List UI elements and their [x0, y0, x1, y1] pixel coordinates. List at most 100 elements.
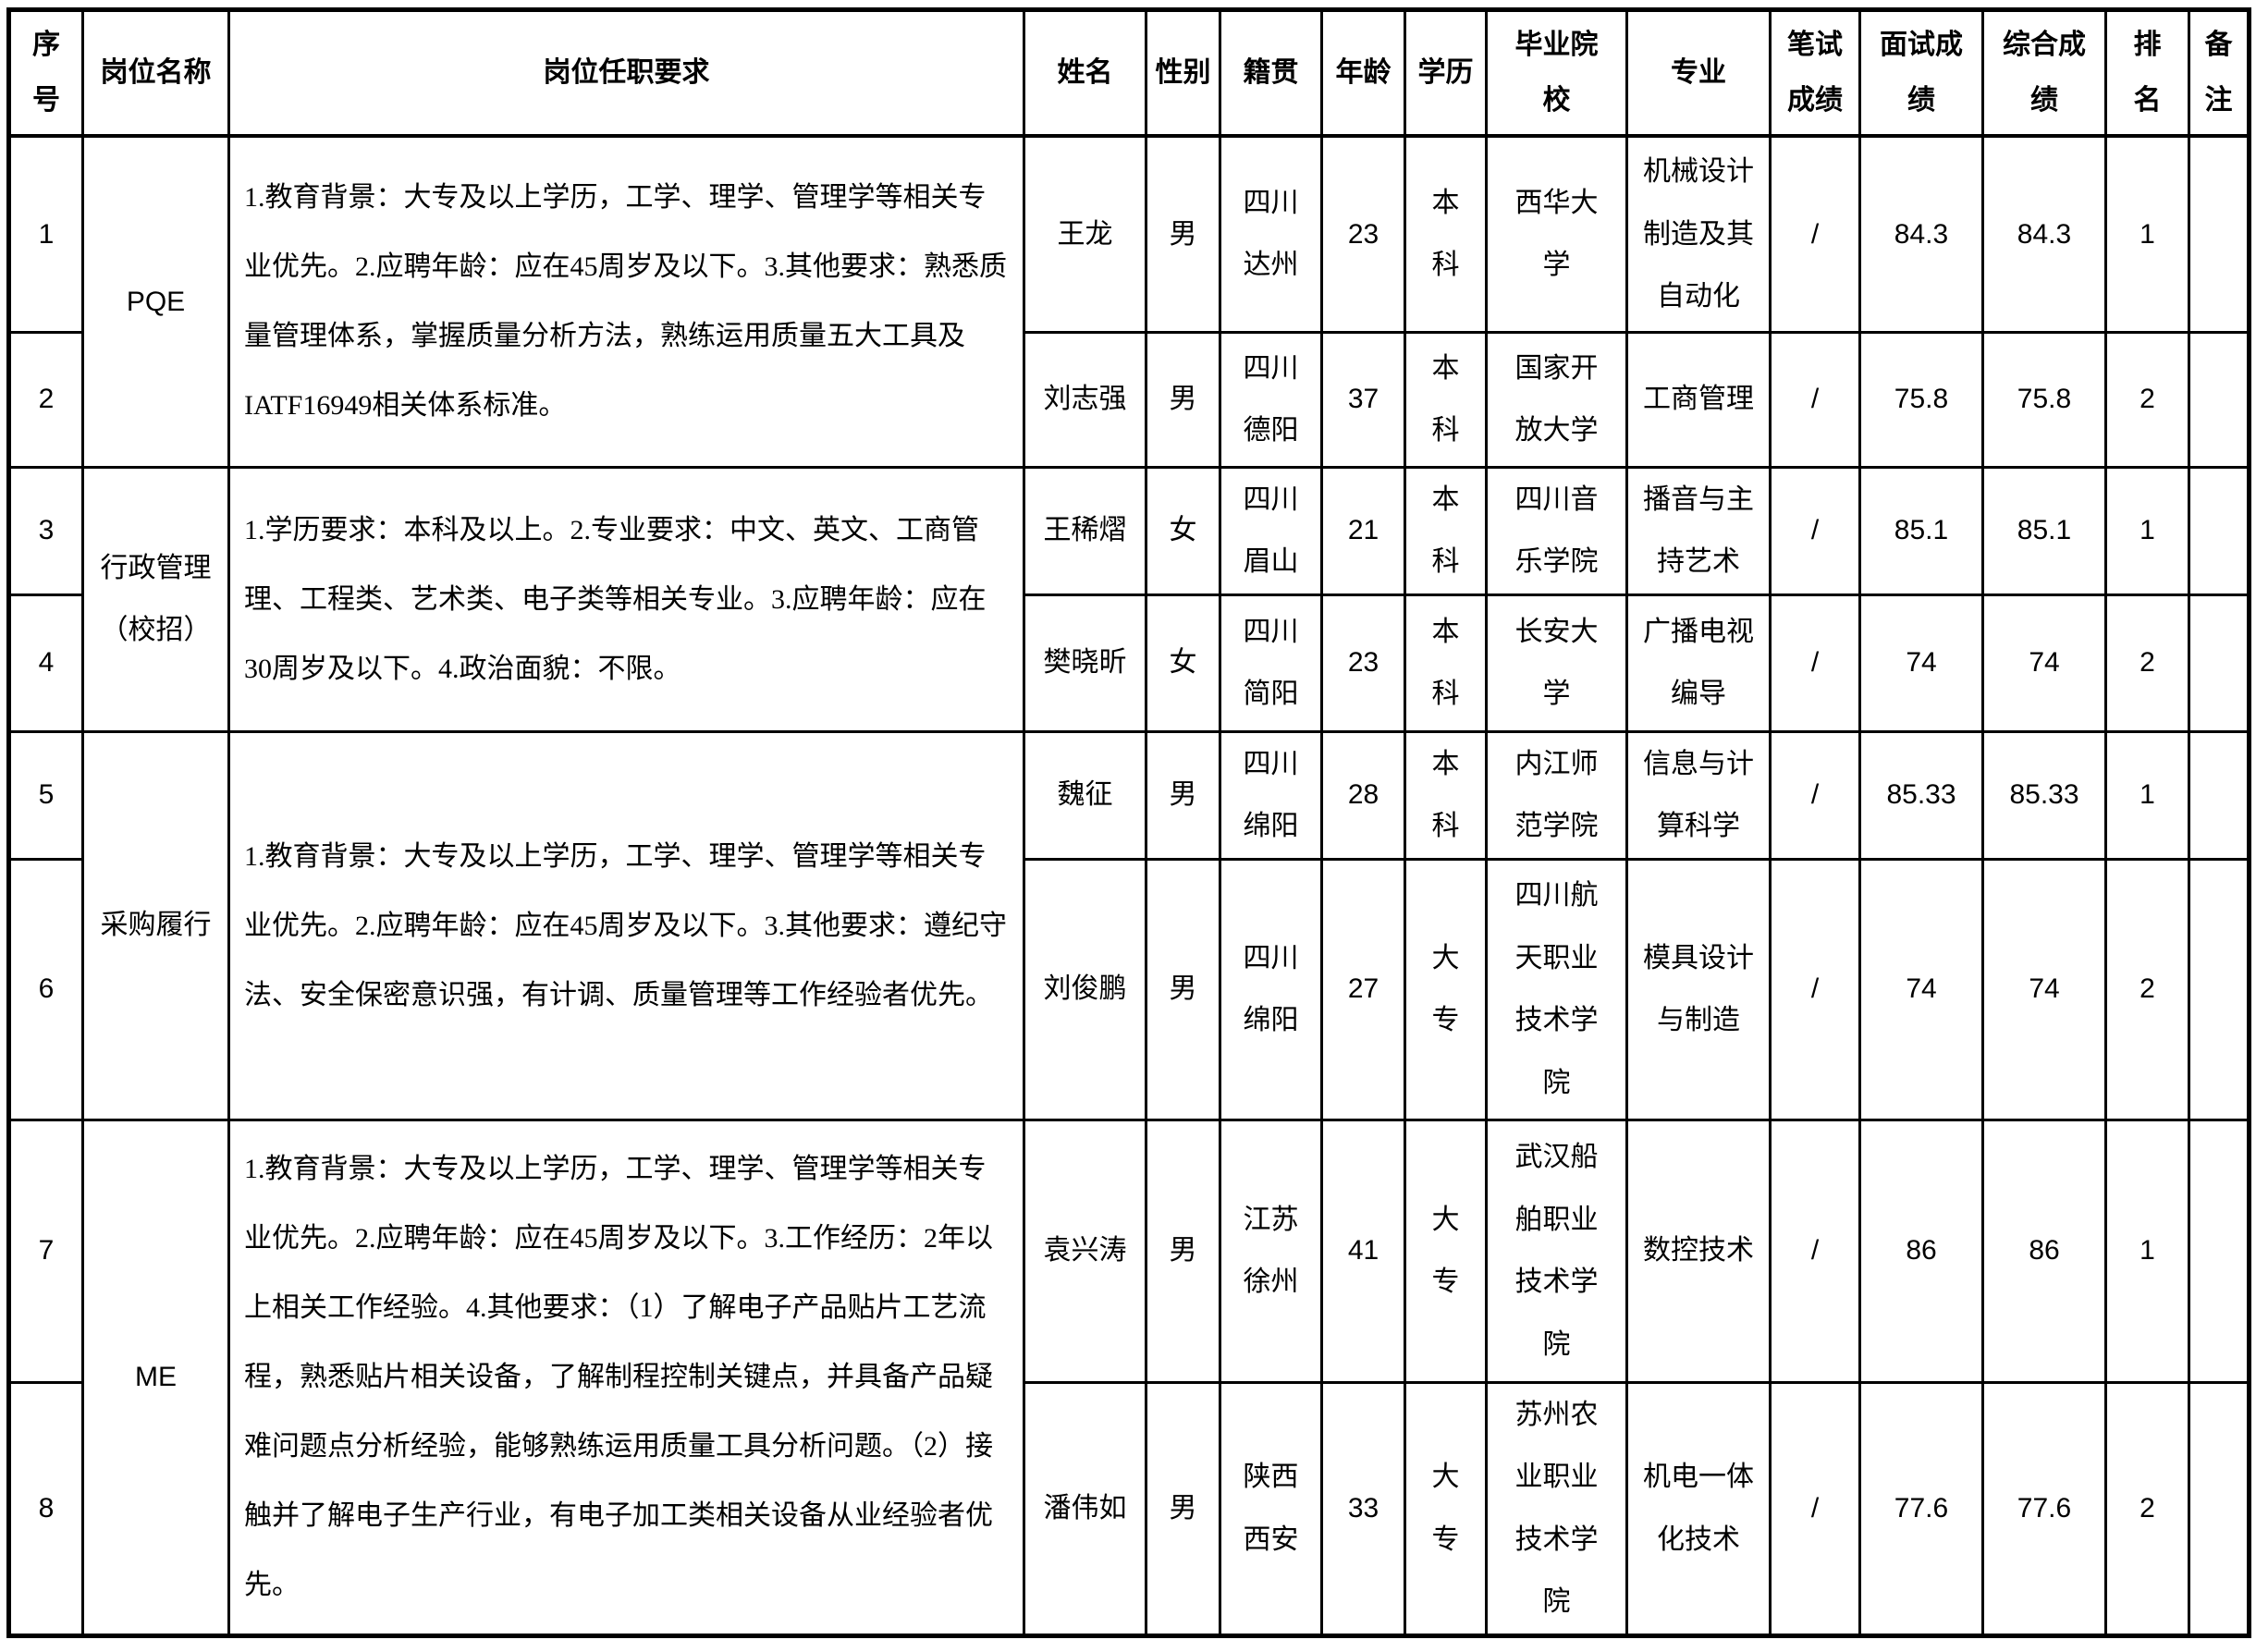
col-header-hometown: 籍贯 — [1219, 8, 1323, 138]
gender-cell: 男 — [1145, 134, 1221, 334]
overall-score-cell: 74 — [1981, 593, 2107, 733]
table-row: 1 PQE 1.教育背景：大专及以上学历，工学、理学、管理学等相关专业优先。2.… — [7, 134, 2250, 469]
education-cell: 大专 — [1404, 1118, 1488, 1384]
col-header-name: 姓名 — [1023, 8, 1147, 138]
age-cell: 33 — [1320, 1380, 1406, 1637]
overall-score-cell: 75.8 — [1981, 330, 2107, 469]
position-cell: 行政管理（校招） — [81, 465, 230, 733]
age-cell: 28 — [1320, 729, 1406, 861]
overall-score-cell: 85.33 — [1981, 729, 2107, 861]
age-cell: 23 — [1320, 593, 1406, 733]
education-cell: 本科 — [1404, 593, 1488, 733]
name-cell: 刘俊鹏 — [1023, 857, 1147, 1121]
requirements-cell: 1.教育背景：大专及以上学历，工学、理学、管理学等相关专业优先。2.应聘年龄：应… — [227, 134, 1025, 469]
education-cell: 本科 — [1404, 330, 1488, 469]
written-score-cell: / — [1769, 330, 1861, 469]
recruitment-results-table: 序号 岗位名称 岗位任职要求 姓名 性别 籍贯 年龄 学历 毕业院校 专业 笔试… — [6, 7, 2251, 1638]
interview-score-cell: 77.6 — [1858, 1380, 1984, 1637]
seq-cell: 6 — [7, 857, 84, 1121]
school-cell: 武汉船舶职业技术学院 — [1485, 1118, 1628, 1384]
name-cell: 魏征 — [1023, 729, 1147, 861]
table-row: 3 行政管理（校招） 1.学历要求：本科及以上。2.专业要求：中文、英文、工商管… — [7, 465, 2250, 733]
age-cell: 41 — [1320, 1118, 1406, 1384]
education-cell: 本科 — [1404, 465, 1488, 596]
major-cell: 工商管理 — [1625, 330, 1772, 469]
gender-cell: 男 — [1145, 330, 1221, 469]
age-cell: 21 — [1320, 465, 1406, 596]
remark-cell — [2188, 729, 2250, 861]
remark-cell — [2188, 465, 2250, 596]
gender-cell: 男 — [1145, 1118, 1221, 1384]
col-header-interview-score: 面试成绩 — [1858, 8, 1984, 138]
major-cell: 机械设计制造及其自动化 — [1625, 134, 1772, 334]
hometown-cell: 四川达州 — [1219, 134, 1323, 334]
table-row: 4 樊晓昕 女 四川简阳 23 本科 长安大学 广播电视编导 / 74 74 2 — [7, 593, 2250, 733]
hometown-cell: 陕西西安 — [1219, 1380, 1323, 1637]
col-header-requirements: 岗位任职要求 — [227, 8, 1025, 138]
written-score-cell: / — [1769, 1118, 1861, 1384]
requirements-cell: 1.学历要求：本科及以上。2.专业要求：中文、英文、工商管理、工程类、艺术类、电… — [227, 465, 1025, 733]
table-row: 2 刘志强 男 四川德阳 37 本科 国家开放大学 工商管理 / 75.8 75… — [7, 330, 2250, 469]
overall-score-cell: 86 — [1981, 1118, 2107, 1384]
remark-cell — [2188, 330, 2250, 469]
remark-cell — [2188, 593, 2250, 733]
col-header-rank: 排名 — [2104, 8, 2190, 138]
written-score-cell: / — [1769, 134, 1861, 334]
seq-cell: 1 — [7, 134, 84, 334]
overall-score-cell: 74 — [1981, 857, 2107, 1121]
major-cell: 广播电视编导 — [1625, 593, 1772, 733]
seq-cell: 4 — [7, 593, 84, 733]
col-header-school: 毕业院校 — [1485, 8, 1628, 138]
requirements-cell: 1.教育背景：大专及以上学历，工学、理学、管理学等相关专业优先。2.应聘年龄：应… — [227, 729, 1025, 1121]
interview-score-cell: 85.1 — [1858, 465, 1984, 596]
age-cell: 27 — [1320, 857, 1406, 1121]
name-cell: 樊晓昕 — [1023, 593, 1147, 733]
name-cell: 刘志强 — [1023, 330, 1147, 469]
major-cell: 信息与计算科学 — [1625, 729, 1772, 861]
name-cell: 王稀熠 — [1023, 465, 1147, 596]
school-cell: 长安大学 — [1485, 593, 1628, 733]
seq-cell: 2 — [7, 330, 84, 469]
col-header-position: 岗位名称 — [81, 8, 230, 138]
name-cell: 潘伟如 — [1023, 1380, 1147, 1637]
col-header-education: 学历 — [1404, 8, 1488, 138]
rank-cell: 2 — [2104, 857, 2190, 1121]
hometown-cell: 四川德阳 — [1219, 330, 1323, 469]
gender-cell: 女 — [1145, 593, 1221, 733]
written-score-cell: / — [1769, 1380, 1861, 1637]
table-row: 7 ME 1.教育背景：大专及以上学历，工学、理学、管理学等相关专业优先。2.应… — [7, 1118, 2250, 1637]
rank-cell: 1 — [2104, 134, 2190, 334]
remark-cell — [2188, 1380, 2250, 1637]
table-row: 6 刘俊鹏 男 四川绵阳 27 大专 四川航天职业技术学院 模具设计与制造 / … — [7, 857, 2250, 1121]
school-cell: 四川音乐学院 — [1485, 465, 1628, 596]
gender-cell: 男 — [1145, 857, 1221, 1121]
name-cell: 王龙 — [1023, 134, 1147, 334]
education-cell: 大专 — [1404, 1380, 1488, 1637]
interview-score-cell: 74 — [1858, 593, 1984, 733]
interview-score-cell: 85.33 — [1858, 729, 1984, 861]
name-cell: 袁兴涛 — [1023, 1118, 1147, 1384]
header-row: 序号 岗位名称 岗位任职要求 姓名 性别 籍贯 年龄 学历 毕业院校 专业 笔试… — [7, 8, 2250, 138]
rank-cell: 1 — [2104, 465, 2190, 596]
written-score-cell: / — [1769, 729, 1861, 861]
col-header-overall-score: 综合成绩 — [1981, 8, 2107, 138]
position-cell: ME — [81, 1118, 230, 1637]
rank-cell: 2 — [2104, 593, 2190, 733]
gender-cell: 男 — [1145, 729, 1221, 861]
hometown-cell: 四川简阳 — [1219, 593, 1323, 733]
interview-score-cell: 75.8 — [1858, 330, 1984, 469]
seq-cell: 3 — [7, 465, 84, 596]
education-cell: 本科 — [1404, 134, 1488, 334]
school-cell: 内江师范学院 — [1485, 729, 1628, 861]
col-header-major: 专业 — [1625, 8, 1772, 138]
rank-cell: 2 — [2104, 330, 2190, 469]
written-score-cell: / — [1769, 593, 1861, 733]
interview-score-cell: 86 — [1858, 1118, 1984, 1384]
school-cell: 苏州农业职业技术学院 — [1485, 1380, 1628, 1637]
school-cell: 西华大学 — [1485, 134, 1628, 334]
overall-score-cell: 84.3 — [1981, 134, 2107, 334]
seq-cell: 5 — [7, 729, 84, 861]
col-header-age: 年龄 — [1320, 8, 1406, 138]
written-score-cell: / — [1769, 857, 1861, 1121]
col-header-written-score: 笔试成绩 — [1769, 8, 1861, 138]
